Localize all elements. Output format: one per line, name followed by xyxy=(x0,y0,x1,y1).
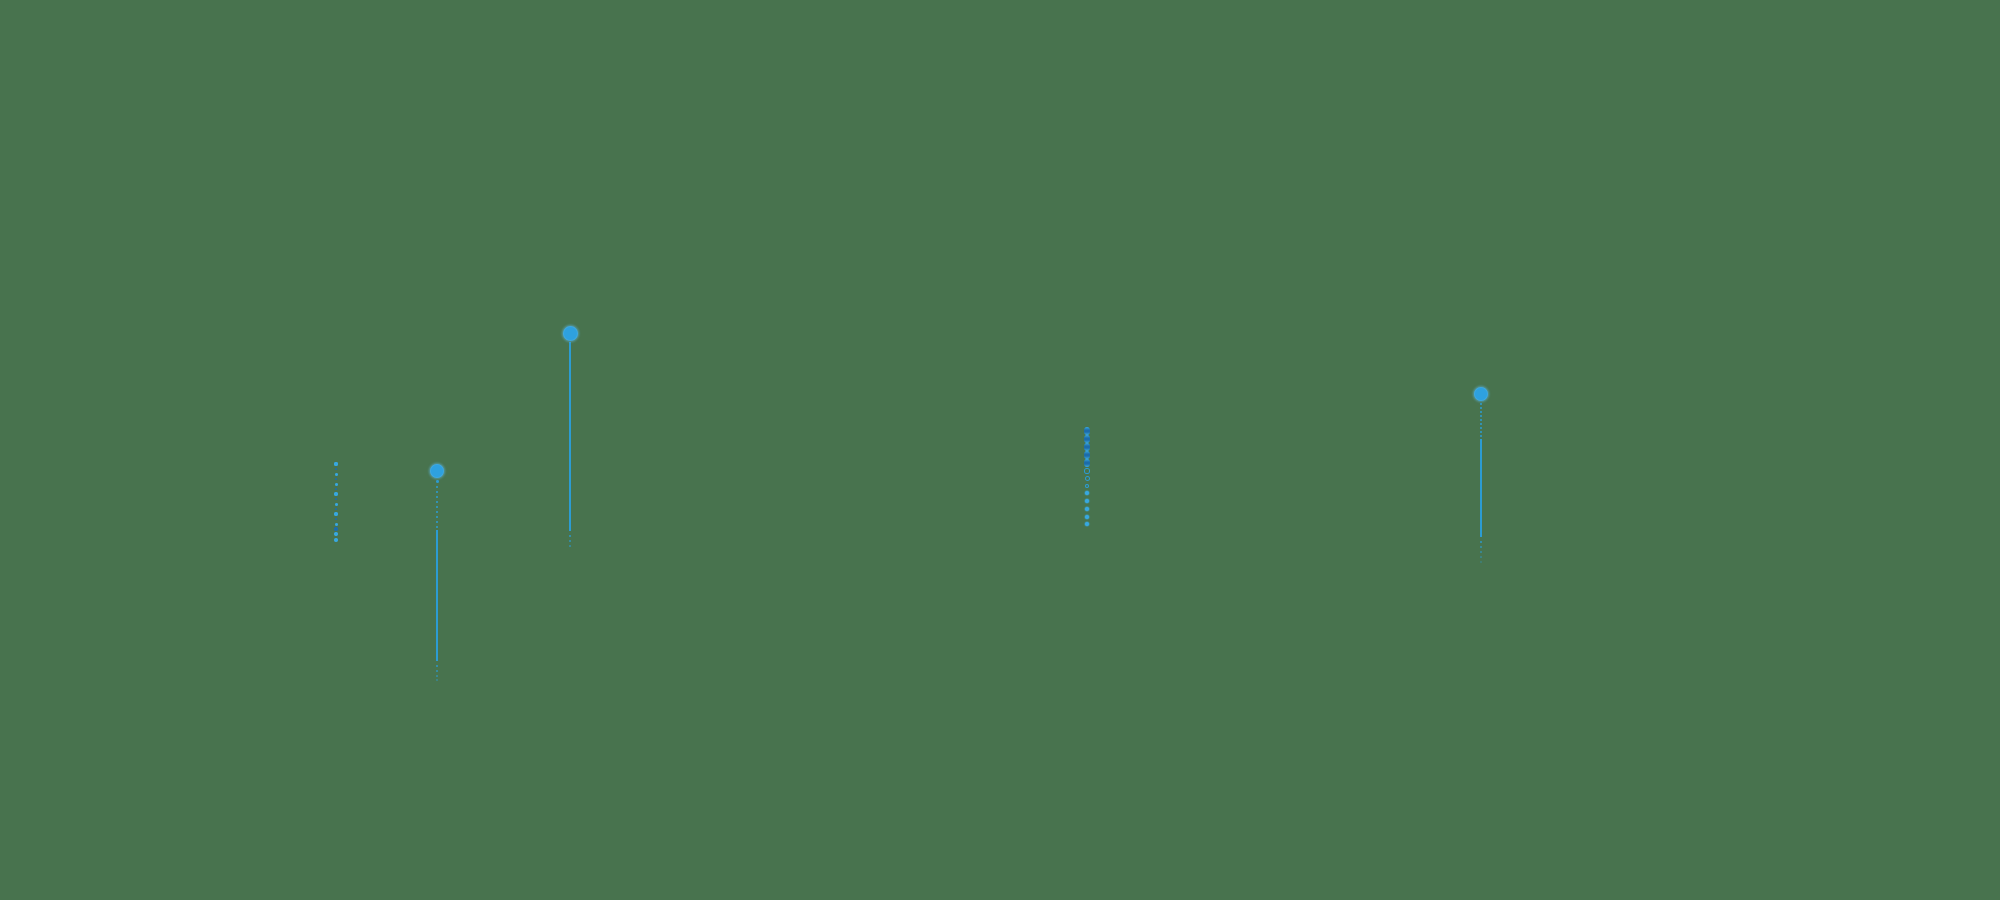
rocket-left-fade-dot xyxy=(436,670,438,672)
dot-trail-far-left-dot xyxy=(333,537,339,543)
rocket-left-trail-dot xyxy=(436,511,438,513)
rocket-left-trail-dot xyxy=(436,526,438,528)
rocket-left-trail-dot xyxy=(436,521,438,523)
dot-trail-far-left-dot xyxy=(334,462,338,466)
rocket-right-trail-dot xyxy=(1480,411,1482,413)
rocket-center-trail-dot xyxy=(569,343,571,345)
dot-trail-mid-right-dot xyxy=(1084,498,1090,504)
dot-trail-far-left-dot xyxy=(334,477,338,481)
dot-trail-mid-right-dot xyxy=(1084,435,1090,443)
rocket-left-fade-dot xyxy=(436,675,438,677)
dot-trail-mid-right-dot xyxy=(1084,514,1090,520)
rocket-left-trail-dot xyxy=(435,479,439,483)
rocket-right-fade-dot xyxy=(1480,546,1482,548)
dot-trail-mid-right-dot xyxy=(1084,443,1090,451)
rocket-center-fade-dot xyxy=(569,545,571,547)
rocket-right-trail-dot xyxy=(1480,431,1482,433)
dot-trail-far-left-dot xyxy=(334,532,338,536)
rocket-center-trail-line xyxy=(569,342,571,531)
rocket-left-trail-dot xyxy=(436,516,438,518)
rocket-left-trail-dot xyxy=(436,496,438,498)
rocket-right-fade-dot xyxy=(1480,551,1482,553)
rocket-right-head xyxy=(1473,386,1489,402)
rocket-right-trail-dot xyxy=(1480,427,1482,429)
dot-trail-far-left-dot xyxy=(334,512,338,516)
dot-trail-mid-right-dot xyxy=(1084,483,1090,489)
dot-trail-far-left-dot xyxy=(334,517,338,521)
dot-trail-far-left-dot xyxy=(334,492,338,496)
dot-trail-mid-right-dot xyxy=(1084,506,1090,512)
rocket-left-trail-dot xyxy=(436,501,438,503)
dot-trail-mid-right-dot xyxy=(1084,475,1090,481)
rocket-right-trail-dot xyxy=(1480,423,1482,425)
dot-trail-far-left-dot xyxy=(334,482,338,486)
dot-trail-mid-right-dot xyxy=(1084,468,1090,474)
dot-trail-far-left-dot xyxy=(334,527,338,531)
rocket-right-fade-dot xyxy=(1480,556,1482,558)
rocket-left-trail-line xyxy=(436,530,438,661)
dot-trail-far-left-dot xyxy=(334,497,338,501)
dot-trail-mid-right-dot xyxy=(1084,521,1090,527)
dot-trail-far-left-dot xyxy=(334,502,338,506)
dot-trail-mid-right-dot xyxy=(1084,459,1090,467)
rocket-right-fade-dot xyxy=(1480,561,1482,563)
rocket-right-fade-dot xyxy=(1480,541,1482,543)
dot-trail-far-left-dot xyxy=(334,467,338,471)
rocket-right-trail-dot xyxy=(1480,419,1482,421)
rocket-right-trail-dot xyxy=(1479,402,1483,406)
dot-trail-far-left-dot xyxy=(334,487,338,491)
dot-trail-mid-right-dot xyxy=(1084,451,1090,459)
dot-trail-far-left-dot xyxy=(334,507,338,511)
dot-trail-mid-right-dot xyxy=(1084,490,1090,496)
dot-trail-far-left-dot xyxy=(334,472,338,476)
rocket-center-fade-dot xyxy=(569,540,571,542)
rocket-right-trail-line xyxy=(1480,439,1482,537)
rocket-left-head xyxy=(430,464,444,478)
rocket-left-trail-dot xyxy=(436,506,438,508)
dot-trail-far-left-dot xyxy=(334,522,338,526)
rocket-right-trail-dot xyxy=(1480,435,1482,437)
rocket-center-fade-dot xyxy=(569,535,571,537)
rocket-right-trail-dot xyxy=(1480,415,1482,417)
dot-trail-mid-right-dot xyxy=(1084,427,1090,435)
rocket-center-head xyxy=(562,325,578,341)
rocket-left-fade-dot xyxy=(436,679,438,681)
rocket-left-fade-dot xyxy=(436,665,438,667)
rocket-left-trail-dot xyxy=(436,491,438,493)
rocket-right-trail-dot xyxy=(1480,407,1482,409)
rocket-left-trail-dot xyxy=(436,486,438,488)
